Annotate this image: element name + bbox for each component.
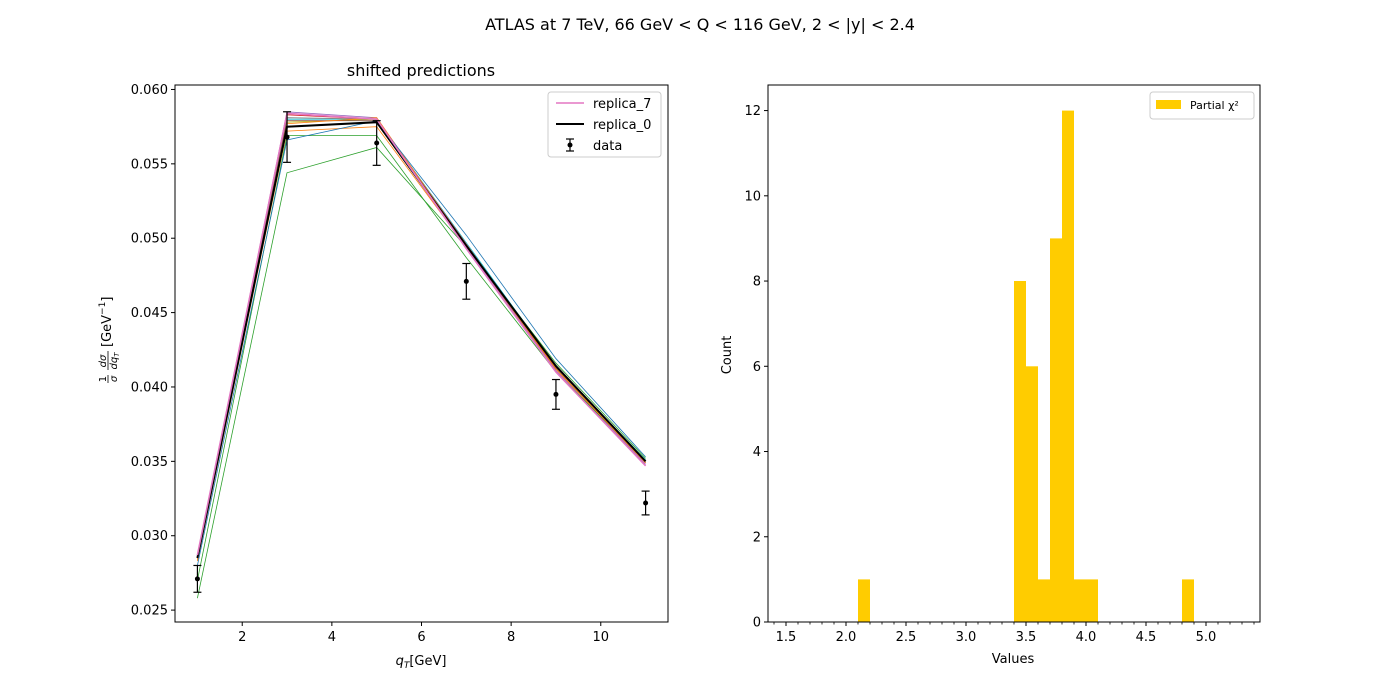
x-tick-label: 2.0 xyxy=(836,630,857,645)
x-tick-label: 4 xyxy=(328,630,336,645)
series-line xyxy=(197,147,646,599)
y-tick-label: 0.050 xyxy=(131,232,168,247)
legend-label-data: data xyxy=(593,139,622,154)
x-tick-label: 3.0 xyxy=(956,630,977,645)
x-tick-label: 1.5 xyxy=(776,630,797,645)
data-point xyxy=(372,120,381,166)
legend: replica_7 replica_0 data xyxy=(547,91,662,158)
data-points xyxy=(193,111,650,593)
svg-text:σ: σ xyxy=(109,375,120,382)
plot-area xyxy=(175,85,668,622)
data-point xyxy=(193,564,202,593)
histogram-bar xyxy=(1182,579,1194,622)
figure-title: ATLAS at 7 TeV, 66 GeV < Q < 116 GeV, 2 … xyxy=(485,15,915,34)
data-point xyxy=(551,378,560,410)
histogram-bar xyxy=(1074,579,1086,622)
y-axis-ticks: 0.025 0.030 0.035 0.040 0.045 0.050 0.055 0.060 xyxy=(131,83,175,619)
histogram-bar xyxy=(1038,579,1050,622)
x-tick-label: 4.0 xyxy=(1076,630,1097,645)
legend-swatch-data xyxy=(566,138,574,152)
svg-text:dqT: dqT xyxy=(109,352,121,370)
legend-swatch-partial-chi2 xyxy=(1156,100,1181,109)
y-tick-label: 0.040 xyxy=(131,380,168,395)
x-axis-ticks: 2 4 6 8 10 xyxy=(238,622,609,645)
y-axis-ticks: 0 2 4 6 8 10 12 xyxy=(744,104,768,631)
x-tick-label: 2 xyxy=(238,630,246,645)
series-line xyxy=(197,120,646,566)
histogram-bar xyxy=(1050,238,1062,622)
y-tick-label: 2 xyxy=(753,530,761,545)
subplot-title: shifted predictions xyxy=(347,61,495,80)
x-tick-label: 8 xyxy=(507,630,515,645)
x-tick-label: 6 xyxy=(417,630,425,645)
svg-text:[GeV−1]: [GeV−1] xyxy=(98,297,115,347)
x-tick-label: 10 xyxy=(592,630,609,645)
y-axis-label: Count xyxy=(720,336,735,375)
x-tick-label: 3.5 xyxy=(1016,630,1037,645)
histogram-bar xyxy=(1026,366,1038,622)
x-tick-label: 2.5 xyxy=(896,630,917,645)
legend-label-replica-7: replica_7 xyxy=(593,97,651,112)
y-tick-label: 0.035 xyxy=(131,455,168,470)
x-tick-label: 4.5 xyxy=(1136,630,1157,645)
svg-text:dσ: dσ xyxy=(98,354,109,367)
data-point xyxy=(283,111,292,163)
x-axis-label: qT[GeV] xyxy=(396,654,447,671)
y-tick-label: 12 xyxy=(744,104,761,119)
svg-text:1: 1 xyxy=(98,376,109,382)
histogram-bar xyxy=(858,579,870,622)
data-point xyxy=(641,490,650,516)
histogram-bars xyxy=(858,110,1194,622)
legend-label-partial-chi2: Partial χ² xyxy=(1190,99,1239,112)
legend: Partial χ² xyxy=(1149,91,1255,120)
series-lines xyxy=(196,111,647,599)
y-tick-label: 8 xyxy=(753,275,761,290)
y-tick-label: 0.045 xyxy=(131,306,168,321)
y-tick-label: 4 xyxy=(753,445,761,460)
y-tick-label: 0 xyxy=(753,616,761,631)
x-axis-ticks: 1.5 2.0 2.5 3.0 3.5 4.0 4.5 5.0 xyxy=(773,622,1255,645)
x-axis-label: Values xyxy=(992,652,1035,667)
line-chart-panel: 2 4 6 8 10 0.0250.0300.0350.0400.0450.0500.0… xyxy=(98,61,669,671)
histogram-panel: 1.5 2.0 2.5 3.0 3.5 4.0 4.5 5.0 0 2 4 6 8 10 12 Value… xyxy=(720,84,1261,667)
y-tick-label: 0.060 xyxy=(131,83,168,98)
y-tick-label: 0.030 xyxy=(131,529,168,544)
x-tick-label: 5.0 xyxy=(1196,630,1217,645)
y-tick-label: 6 xyxy=(753,360,761,375)
y-tick-label: 0.055 xyxy=(131,157,168,172)
y-tick-label: 10 xyxy=(744,189,761,204)
data-point xyxy=(462,262,471,300)
histogram-bar xyxy=(1062,110,1074,622)
legend-label-replica-0: replica_0 xyxy=(593,118,651,133)
histogram-bar xyxy=(1086,579,1098,622)
series-line-replica-7 xyxy=(196,112,647,556)
y-axis-label: 1 σ dσ dqT [GeV−1] xyxy=(98,297,121,383)
y-tick-label: 0.025 xyxy=(131,604,168,619)
histogram-bar xyxy=(1014,281,1026,622)
